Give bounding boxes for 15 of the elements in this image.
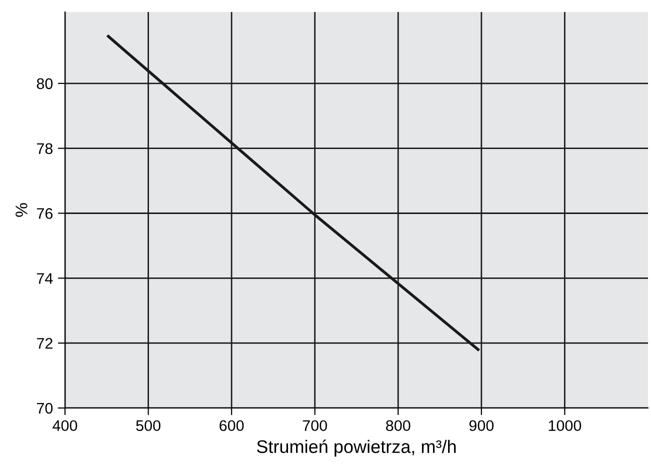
y-tick-label: 70 [36, 402, 53, 414]
x-tick-label: 400 [52, 420, 78, 432]
x-tick-label: 800 [386, 420, 410, 432]
x-tick-label: 700 [302, 420, 328, 432]
x-tick-label: 900 [469, 420, 494, 432]
x-tick-label: 500 [136, 420, 160, 432]
y-tick-label: 72 [36, 338, 52, 349]
x-tick-label: 1000 [548, 420, 582, 432]
y-tick-label: 80 [36, 78, 53, 90]
x-axis-title: Strumień powietrza, m³/h [256, 440, 456, 457]
y-tick-label: 74 [36, 273, 53, 284]
y-tick-label: 78 [36, 143, 53, 154]
x-tick-label: 600 [220, 420, 244, 432]
y-tick-label: 76 [36, 208, 53, 219]
y-axis-title: % [16, 203, 28, 217]
